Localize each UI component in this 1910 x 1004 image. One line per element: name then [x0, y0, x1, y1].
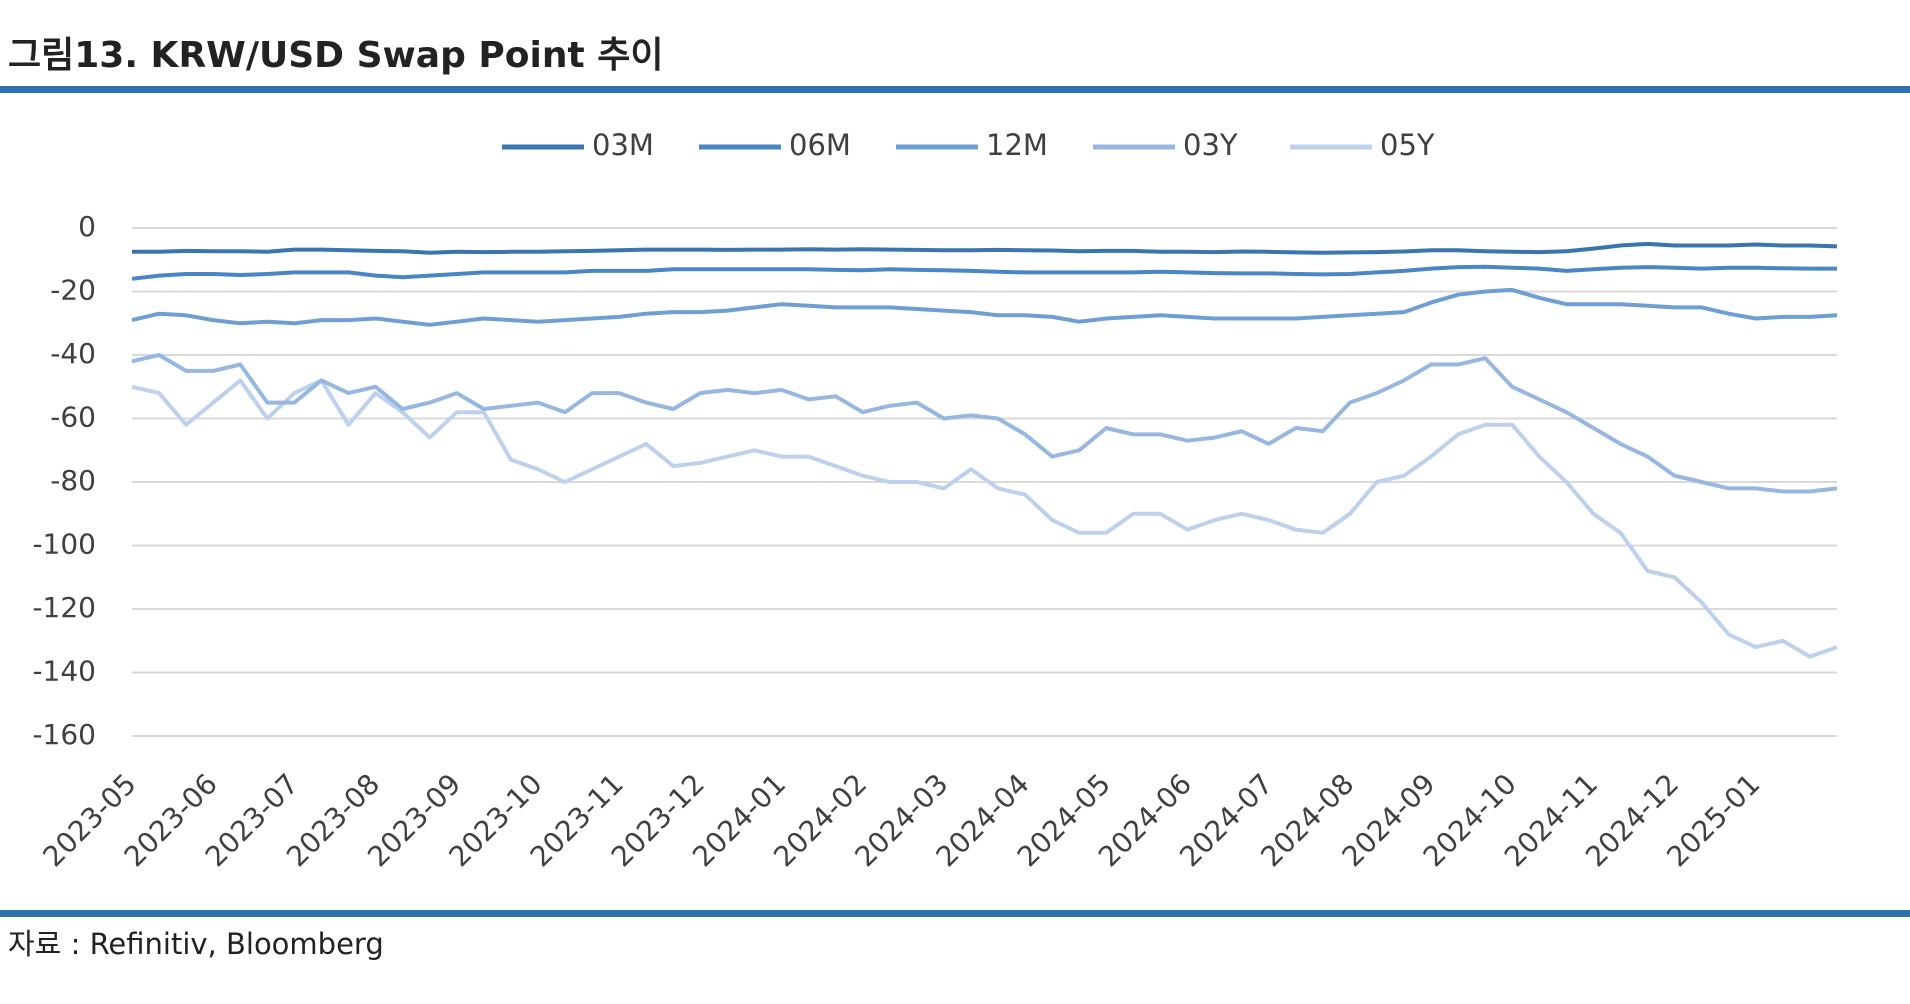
y-tick-label: 0	[78, 210, 96, 243]
legend-label: 05Y	[1380, 128, 1435, 162]
series-line	[131, 378, 1838, 659]
legend-label: 03Y	[1183, 128, 1238, 162]
y-tick-label: -20	[50, 274, 96, 307]
y-tick-label: -140	[32, 655, 96, 688]
footer-rule	[0, 910, 1910, 917]
series-line	[131, 264, 1837, 281]
y-tick-label: -160	[32, 718, 96, 751]
title-rule	[0, 86, 1910, 93]
y-tick-label: -80	[50, 464, 96, 497]
y-tick-label: -120	[32, 591, 96, 624]
series-line	[132, 241, 1838, 255]
series-line	[131, 353, 1838, 494]
legend-label: 12M	[986, 128, 1048, 162]
chart-title: 그림13. KRW/USD Swap Point 추이	[8, 35, 663, 76]
source-note: 자료 : Refinitiv, Bloomberg	[8, 927, 384, 961]
y-tick-label: -100	[32, 528, 96, 561]
y-tick-label: -40	[50, 337, 96, 370]
legend-label: 03M	[592, 128, 654, 162]
y-tick-label: -60	[50, 401, 96, 434]
legend-label: 06M	[789, 128, 851, 162]
series-line	[131, 287, 1838, 327]
